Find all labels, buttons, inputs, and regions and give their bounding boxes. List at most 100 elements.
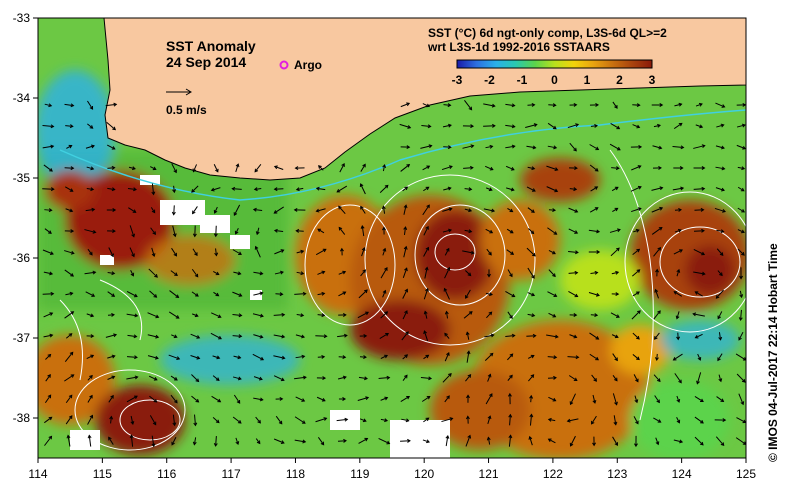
velocity-arrowhead <box>721 187 725 192</box>
velocity-arrow <box>588 229 600 233</box>
velocity-arrow <box>653 124 661 128</box>
velocity-arrow <box>64 103 74 107</box>
velocity-arrow <box>43 334 53 338</box>
velocity-arrow <box>401 418 409 422</box>
velocity-arrow <box>485 393 493 405</box>
velocity-arrow <box>147 312 159 318</box>
velocity-arrow <box>589 332 599 340</box>
velocity-arrowhead <box>446 351 450 356</box>
velocity-arrowhead <box>237 355 242 360</box>
velocity-arrow <box>357 311 369 319</box>
velocity-arrowhead <box>235 441 240 446</box>
velocity-arrow <box>546 186 558 192</box>
velocity-arrowhead <box>532 333 537 338</box>
velocity-arrow <box>295 334 305 338</box>
velocity-arrowhead <box>466 350 471 355</box>
velocity-arrowhead <box>596 250 601 254</box>
velocity-arrow <box>107 187 115 191</box>
velocity-arrow <box>464 229 472 233</box>
velocity-arrowhead <box>238 313 243 318</box>
velocity-arrowhead <box>112 126 117 131</box>
velocity-arrowhead <box>90 313 95 318</box>
velocity-arrowhead <box>315 208 320 213</box>
velocity-arrow <box>441 417 453 423</box>
velocity-arrow <box>315 335 327 337</box>
velocity-arrowhead <box>317 228 322 233</box>
velocity-arrow <box>612 393 618 405</box>
velocity-arrowhead <box>594 270 599 275</box>
velocity-arrowhead <box>659 186 664 191</box>
velocity-arrow <box>211 312 221 318</box>
velocity-arrowhead <box>91 293 96 297</box>
velocity-arrow <box>317 356 325 358</box>
colorbar-ticks: -3 -2 -1 0 1 2 3 <box>452 73 656 87</box>
velocity-arrowhead <box>171 441 175 446</box>
velocity-arrow <box>336 418 348 422</box>
velocity-arrowhead <box>718 336 723 341</box>
velocity-arrowhead <box>574 250 579 255</box>
velocity-arrowhead <box>679 166 684 170</box>
velocity-arrowhead <box>192 441 197 446</box>
velocity-arrowhead <box>215 419 220 424</box>
velocity-arrowhead <box>470 144 475 149</box>
velocity-arrow <box>171 334 177 338</box>
velocity-arrowhead <box>701 144 706 149</box>
velocity-arrow <box>215 248 217 256</box>
velocity-arrow <box>194 414 196 426</box>
velocity-arrow <box>108 247 114 257</box>
velocity-arrowhead <box>278 420 283 425</box>
velocity-arrow <box>337 440 347 442</box>
velocity-arrowhead <box>343 438 347 443</box>
velocity-arrow <box>570 393 576 405</box>
velocity-arrowhead <box>192 210 196 215</box>
velocity-arrow <box>632 124 640 128</box>
velocity-arrow <box>591 374 597 382</box>
velocity-arrow <box>548 438 556 444</box>
velocity-arrow <box>42 125 54 127</box>
velocity-arrow <box>148 375 158 381</box>
velocity-arrow <box>84 271 96 275</box>
velocity-arrowhead <box>281 355 286 360</box>
velocity-arrowhead <box>50 144 55 149</box>
velocity-arrow <box>359 418 367 422</box>
velocity-arrow <box>423 330 429 342</box>
velocity-arrowhead <box>635 228 640 233</box>
velocity-arrow <box>402 289 408 299</box>
velocity-arrow <box>736 373 746 383</box>
velocity-arrow <box>507 311 513 319</box>
velocity-arrow <box>654 395 660 403</box>
velocity-arrow <box>360 269 366 277</box>
velocity-arrow <box>170 270 178 276</box>
velocity-arrow <box>317 292 325 296</box>
velocity-arrowhead <box>636 103 641 108</box>
velocity-arrowhead <box>614 442 618 447</box>
velocity-arrowhead <box>173 169 177 174</box>
velocity-arrowhead <box>134 355 138 360</box>
velocity-arrow <box>505 165 515 171</box>
x-tick-label: 125 <box>736 467 756 481</box>
velocity-arrowhead <box>445 434 450 439</box>
velocity-arrowhead <box>717 357 721 362</box>
velocity-arrow <box>235 437 239 445</box>
velocity-arrowhead <box>574 209 579 213</box>
map-title: SST Anomaly <box>166 38 256 54</box>
velocity-arrow <box>676 311 680 319</box>
velocity-arrowhead <box>405 331 409 336</box>
velocity-arrow <box>716 248 724 256</box>
velocity-arrow <box>422 103 430 107</box>
velocity-arrowhead <box>721 166 726 171</box>
velocity-arrow <box>548 209 556 211</box>
velocity-arrowhead <box>554 188 559 193</box>
velocity-arrowhead <box>657 419 662 423</box>
velocity-arrow <box>737 166 745 170</box>
velocity-arrow <box>64 374 74 382</box>
argo-label: Argo <box>294 58 322 72</box>
velocity-arrow <box>43 312 53 318</box>
velocity-arrow <box>676 395 680 403</box>
velocity-arrow <box>740 309 742 321</box>
velocity-arrow <box>378 377 390 379</box>
velocity-arrow <box>423 288 429 300</box>
velocity-arrow <box>126 395 138 403</box>
velocity-arrowhead <box>654 357 659 361</box>
velocity-arrow <box>296 271 304 275</box>
